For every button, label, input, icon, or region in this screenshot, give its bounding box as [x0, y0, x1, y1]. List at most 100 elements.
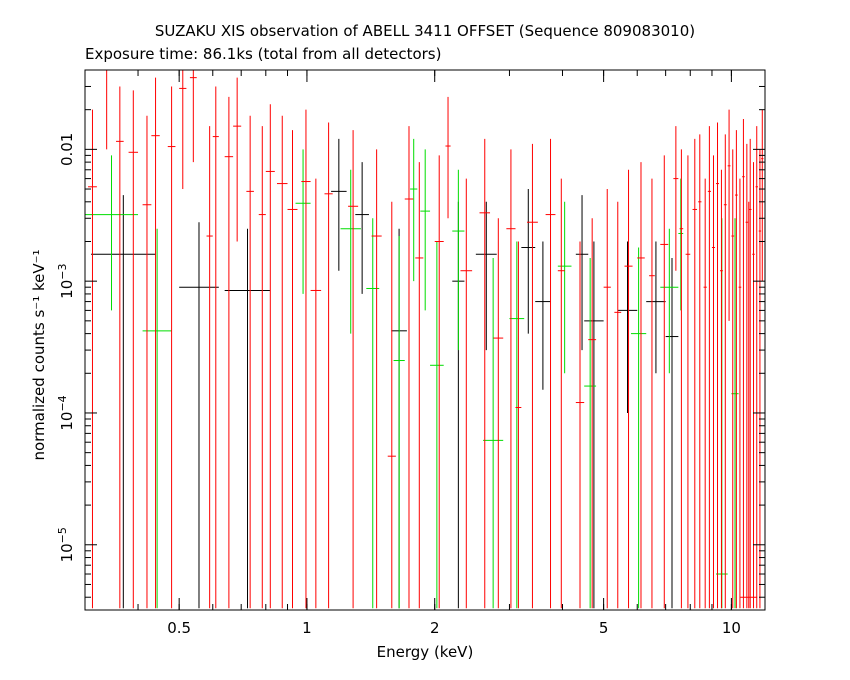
data-point — [310, 178, 322, 609]
data-point — [660, 155, 669, 609]
data-point — [588, 218, 597, 609]
chart-title: SUZAKU XIS observation of ABELL 3411 OFF… — [155, 22, 695, 40]
data-point — [703, 178, 707, 609]
data-point — [614, 201, 622, 609]
data-point — [719, 169, 723, 609]
data-point — [410, 138, 418, 282]
data-point — [509, 241, 525, 609]
data-point — [475, 201, 497, 351]
data-point — [276, 115, 288, 609]
data-point — [91, 195, 156, 609]
data-point — [366, 218, 380, 609]
data-point — [624, 169, 633, 609]
data-point — [224, 228, 271, 609]
data-point — [584, 241, 604, 609]
data-point — [371, 149, 382, 609]
data-point — [179, 70, 187, 190]
y-tick-label: 0.01 — [58, 133, 76, 166]
data-point — [755, 126, 758, 609]
data-point — [557, 201, 572, 374]
data-point — [387, 201, 396, 609]
data-series-2 — [88, 69, 764, 609]
data-point — [758, 149, 762, 609]
data-point — [479, 138, 491, 609]
data-point — [545, 138, 556, 609]
data-point — [301, 109, 311, 609]
x-tick-label: 0.5 — [167, 619, 191, 637]
data-point — [206, 126, 213, 609]
data-point — [258, 126, 266, 609]
data-point — [692, 138, 698, 609]
data-point — [233, 77, 242, 242]
data-point — [731, 149, 735, 609]
x-tick-label: 10 — [722, 619, 741, 637]
y-tick-label: 10−5 — [56, 527, 76, 562]
data-point — [698, 134, 702, 609]
data-point — [340, 169, 361, 334]
data-point — [324, 122, 333, 609]
data-point — [535, 241, 551, 390]
data-point — [445, 96, 451, 219]
y-axis-label: normalized counts s⁻¹ keV⁻¹ — [30, 249, 48, 460]
data-point — [452, 169, 465, 351]
data-point — [673, 126, 679, 271]
data-point — [151, 77, 160, 609]
data-point — [85, 155, 139, 311]
chart-subtitle: Exposure time: 86.1ks (total from all de… — [85, 45, 441, 63]
data-point — [460, 178, 473, 609]
data-point — [752, 162, 755, 609]
data-point — [116, 86, 124, 609]
data-point — [575, 195, 589, 351]
data-point — [430, 241, 444, 609]
data-point — [348, 130, 359, 609]
data-point — [128, 90, 139, 609]
data-point — [707, 126, 711, 609]
x-tick-label: 5 — [599, 619, 609, 637]
data-point — [404, 126, 414, 609]
data-point — [415, 162, 424, 609]
data-point — [575, 241, 585, 609]
data-point — [88, 109, 97, 609]
data-point — [723, 134, 727, 609]
data-point — [678, 178, 684, 311]
data-point — [434, 155, 444, 609]
data-point — [102, 69, 111, 150]
data-point — [246, 115, 254, 609]
data-point — [735, 130, 738, 609]
data-point — [515, 241, 522, 609]
data-point — [716, 122, 720, 609]
axes: 0.5 1 2 5 10 10−5 10−4 10−3 0.01 — [56, 69, 766, 637]
data-point — [679, 149, 684, 609]
data-point — [745, 143, 749, 609]
data-point — [506, 149, 516, 609]
data-point — [740, 201, 758, 609]
data-point — [727, 109, 731, 321]
data-point — [617, 241, 638, 413]
data-point — [660, 228, 679, 374]
data-point — [295, 149, 311, 294]
data-point — [761, 109, 764, 282]
data-point — [212, 86, 219, 609]
data-point — [527, 143, 538, 609]
data-point — [167, 86, 176, 609]
data-point — [637, 162, 645, 609]
data-point — [685, 155, 691, 609]
data-point — [265, 104, 275, 609]
data-point — [331, 138, 347, 271]
data-point — [665, 257, 679, 609]
data-point — [603, 189, 611, 609]
data-point — [287, 130, 298, 609]
data-point — [584, 257, 597, 609]
data-point — [355, 162, 369, 294]
data-point — [420, 149, 431, 311]
data-point — [179, 222, 219, 609]
data-point — [630, 247, 647, 609]
x-tick-label: 2 — [430, 619, 440, 637]
data-marks — [85, 69, 764, 609]
data-point — [742, 118, 745, 609]
data-point — [493, 218, 504, 609]
data-point — [748, 138, 752, 609]
data-point — [393, 236, 405, 609]
x-tick-label: 1 — [302, 619, 312, 637]
